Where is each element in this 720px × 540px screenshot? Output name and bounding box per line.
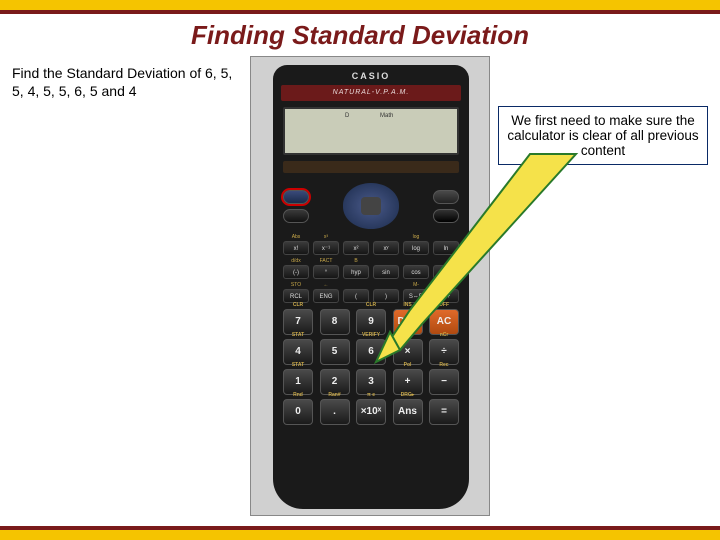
num-sup: Pol xyxy=(394,363,422,368)
num-sup: Rec xyxy=(430,363,458,368)
fn-row: d/dx(-) FACT° Bhypsincostan xyxy=(283,258,459,279)
fn-sup: FACT xyxy=(313,258,339,264)
fn-button[interactable]: S⇔D xyxy=(403,289,429,303)
fn-sup: ← xyxy=(313,282,339,288)
fn-button[interactable]: x! xyxy=(283,241,309,255)
shift-button[interactable] xyxy=(283,190,309,204)
fn-button[interactable]: sin xyxy=(373,265,399,279)
instruction-callout: We first need to make sure the calculato… xyxy=(498,106,708,165)
num-button[interactable]: = xyxy=(429,399,459,425)
num-sup: nCr xyxy=(430,333,458,338)
model-stripe: NATURAL-V.P.A.M. xyxy=(281,85,461,101)
fn-button[interactable]: hyp xyxy=(343,265,369,279)
fn-button[interactable]: x⁻¹ xyxy=(313,241,339,255)
num-button[interactable]: Rnd0 xyxy=(283,399,313,425)
calculator-container: CASIO NATURAL-V.P.A.M. D Math Absx! x³x⁻¹… xyxy=(250,56,490,516)
fn-button[interactable]: ENG xyxy=(313,289,339,303)
fn-sup: M+ xyxy=(433,282,459,288)
fn-sup: d/dx xyxy=(283,258,309,264)
lcd-screen: D Math xyxy=(283,107,459,155)
fn-row: Absx! x³x⁻¹ x² xʸloglogln xyxy=(283,234,459,255)
top-band xyxy=(0,0,720,10)
dpad[interactable] xyxy=(343,183,399,229)
fn-button[interactable]: M+ xyxy=(433,289,459,303)
fn-button[interactable]: ( xyxy=(343,289,369,303)
num-sup: INS xyxy=(394,303,422,308)
fn-button[interactable]: ° xyxy=(313,265,339,279)
bottom-band xyxy=(0,530,720,540)
fn-sup xyxy=(403,258,429,264)
fn-sup xyxy=(373,282,399,288)
num-button[interactable]: 8 xyxy=(320,309,350,335)
num-sup: CLR xyxy=(284,303,312,308)
num-sup: STAT xyxy=(284,333,312,338)
num-sup: DRG▸ xyxy=(394,393,422,398)
num-button[interactable]: DRG▸Ans xyxy=(393,399,423,425)
fn-sup: STO xyxy=(283,282,309,288)
num-button[interactable]: π e×10ˣ xyxy=(356,399,386,425)
num-sup: OFF xyxy=(430,303,458,308)
fn-sup: x³ xyxy=(313,234,339,240)
brand-label: CASIO xyxy=(273,71,469,81)
num-button[interactable]: Rec− xyxy=(429,369,459,395)
on-button[interactable] xyxy=(433,209,459,223)
num-sup: Ran# xyxy=(321,393,349,398)
fn-sup xyxy=(343,282,369,288)
fn-button[interactable]: ) xyxy=(373,289,399,303)
fn-button[interactable]: x² xyxy=(343,241,369,255)
fn-sup xyxy=(433,258,459,264)
fn-sup xyxy=(343,234,369,240)
fn-row: STORCL ←ENG () M-S⇔D M+M+ xyxy=(283,282,459,303)
fn-sup: Abs xyxy=(283,234,309,240)
num-sup: Rnd xyxy=(284,393,312,398)
top-button-row xyxy=(283,181,459,231)
fn-sup xyxy=(433,234,459,240)
fn-button[interactable]: xʸ xyxy=(373,241,399,255)
num-button[interactable]: VERIFY6 xyxy=(356,339,386,365)
top-rule xyxy=(0,10,720,14)
num-sup: STAT xyxy=(284,363,312,368)
calculator-body: CASIO NATURAL-V.P.A.M. D Math Absx! x³x⁻¹… xyxy=(273,65,469,509)
numpad: CLR78CLR9INSDELOFFACSTAT45VERIFY6nPr×nCr… xyxy=(283,309,459,425)
fn-button[interactable]: tan xyxy=(433,265,459,279)
fn-button[interactable]: (-) xyxy=(283,265,309,279)
fn-button[interactable]: log xyxy=(403,241,429,255)
num-button[interactable]: Ran#. xyxy=(320,399,350,425)
num-sup: nPr xyxy=(394,333,422,338)
fn-sup xyxy=(373,234,399,240)
lcd-indicator-math: Math xyxy=(380,113,393,119)
num-sup: π e xyxy=(357,393,385,398)
fn-button[interactable]: cos xyxy=(403,265,429,279)
problem-prompt: Find the Standard Deviation of 6, 5, 5, … xyxy=(12,64,242,100)
fn-sup: B xyxy=(343,258,369,264)
mode-setup-button[interactable] xyxy=(433,190,459,204)
num-sup: VERIFY xyxy=(357,333,385,338)
num-button[interactable]: 5 xyxy=(320,339,350,365)
fn-sup: M- xyxy=(403,282,429,288)
lcd-indicator-d: D xyxy=(345,113,349,119)
fn-sup xyxy=(373,258,399,264)
slide-title: Finding Standard Deviation xyxy=(0,20,720,51)
fn-button[interactable]: RCL xyxy=(283,289,309,303)
alpha-button[interactable] xyxy=(283,209,309,223)
num-sup: CLR xyxy=(357,303,385,308)
fn-sup: log xyxy=(403,234,429,240)
fn-button[interactable]: ln xyxy=(433,241,459,255)
solar-panel xyxy=(283,161,459,173)
